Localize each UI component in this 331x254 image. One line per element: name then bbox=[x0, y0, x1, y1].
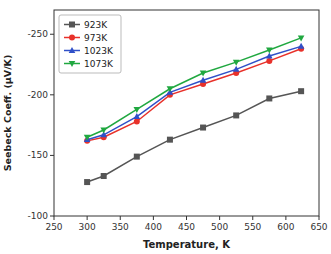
point bbox=[233, 60, 240, 66]
point bbox=[134, 113, 141, 119]
x-tick-label: 550 bbox=[244, 222, 261, 232]
x-tick-label: 300 bbox=[79, 222, 96, 232]
point bbox=[84, 135, 91, 141]
legend-label: 923K bbox=[84, 20, 108, 30]
x-tick bbox=[285, 216, 286, 220]
point bbox=[134, 107, 141, 113]
point bbox=[233, 66, 240, 72]
point bbox=[167, 86, 174, 92]
x-tick-label: 600 bbox=[277, 222, 294, 232]
legend-marker bbox=[69, 47, 76, 53]
x-tick-label: 350 bbox=[112, 222, 129, 232]
point bbox=[134, 118, 140, 124]
y-tick bbox=[50, 155, 54, 156]
x-tick bbox=[153, 216, 154, 220]
y-tick bbox=[50, 94, 54, 95]
x-axis-label: Temperature, K bbox=[143, 239, 231, 250]
series-line bbox=[87, 91, 301, 182]
x-tick-label: 450 bbox=[178, 222, 195, 232]
y-tick-label: -100 bbox=[28, 211, 49, 221]
legend-box bbox=[59, 15, 121, 73]
x-tick bbox=[186, 216, 187, 220]
legend-label: 973K bbox=[84, 33, 108, 43]
point bbox=[266, 48, 273, 54]
point bbox=[134, 154, 140, 160]
point bbox=[266, 58, 272, 64]
y-tick-label: -200 bbox=[28, 90, 49, 100]
x-tick-label: 650 bbox=[310, 222, 327, 232]
point bbox=[100, 128, 107, 134]
x-tick bbox=[319, 216, 320, 220]
y-tick bbox=[50, 34, 54, 35]
point bbox=[101, 173, 107, 179]
y-tick-label: -150 bbox=[28, 150, 49, 160]
point bbox=[167, 137, 173, 143]
legend: 923K 973K 1023K 1073K bbox=[59, 15, 121, 73]
legend-label: 1073K bbox=[84, 59, 114, 69]
point bbox=[200, 125, 206, 131]
chart: 250 300 350 400 450 500 550 600 650 -250 -200 -150 -… bbox=[0, 0, 331, 254]
legend-marker bbox=[69, 61, 76, 67]
y-tick-label: -250 bbox=[28, 29, 49, 39]
point bbox=[298, 35, 305, 41]
point bbox=[233, 112, 239, 118]
y-tick bbox=[50, 216, 54, 217]
x-tick-label: 400 bbox=[145, 222, 162, 232]
x-tick bbox=[87, 216, 88, 220]
plot-frame bbox=[54, 10, 319, 216]
point bbox=[84, 179, 90, 185]
series bbox=[84, 88, 304, 185]
point bbox=[266, 95, 272, 101]
y-axis-label: Seebeck Coeff. (μV/K) bbox=[2, 55, 13, 172]
x-tick-label: 250 bbox=[45, 222, 62, 232]
point bbox=[200, 77, 207, 83]
legend-label: 1023K bbox=[84, 46, 114, 56]
legend-marker bbox=[69, 22, 75, 28]
point bbox=[200, 71, 207, 77]
legend-marker bbox=[69, 35, 75, 41]
x-tick bbox=[252, 216, 253, 220]
chart-container: 250 300 350 400 450 500 550 600 650 -250 -200 -150 -… bbox=[0, 0, 331, 254]
point bbox=[298, 43, 305, 49]
x-tick bbox=[120, 216, 121, 220]
x-tick-label: 500 bbox=[211, 222, 228, 232]
x-tick bbox=[54, 216, 55, 220]
point bbox=[298, 88, 304, 94]
x-tick bbox=[219, 216, 220, 220]
